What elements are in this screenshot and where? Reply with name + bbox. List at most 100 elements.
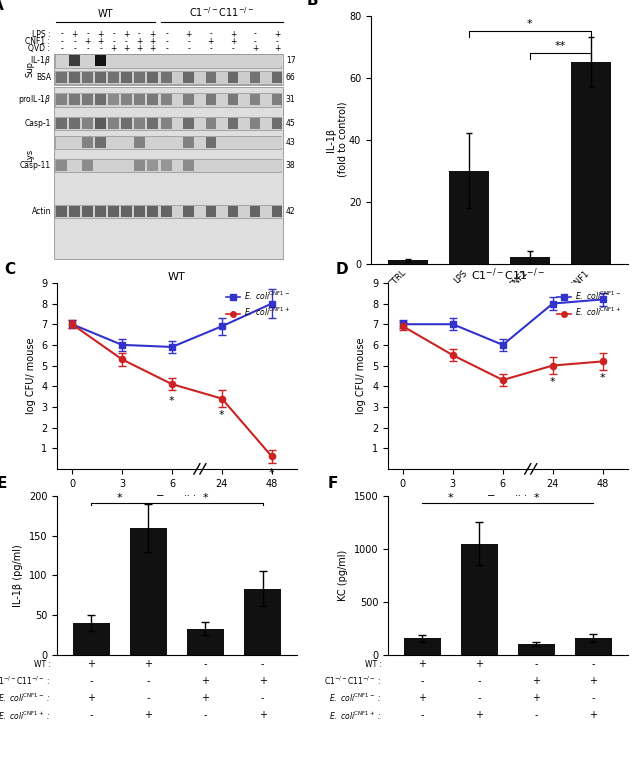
FancyBboxPatch shape (56, 72, 67, 83)
FancyBboxPatch shape (56, 160, 67, 171)
Text: -: - (165, 37, 168, 46)
Text: +: + (145, 711, 152, 720)
FancyBboxPatch shape (108, 137, 119, 148)
Text: -: - (477, 694, 481, 703)
FancyBboxPatch shape (272, 55, 283, 67)
FancyBboxPatch shape (121, 206, 132, 217)
Text: +: + (149, 44, 155, 53)
Text: B: B (307, 0, 318, 8)
FancyBboxPatch shape (82, 118, 93, 129)
Text: -: - (254, 37, 257, 46)
FancyBboxPatch shape (56, 95, 67, 105)
Text: -: - (261, 694, 264, 703)
FancyBboxPatch shape (250, 118, 261, 129)
Bar (449, 170, 489, 264)
FancyBboxPatch shape (55, 93, 281, 107)
FancyBboxPatch shape (228, 118, 238, 129)
FancyBboxPatch shape (82, 72, 93, 83)
Text: *: * (527, 19, 533, 29)
Text: -: - (60, 44, 63, 53)
Text: +: + (476, 711, 483, 720)
Text: *: * (203, 493, 209, 503)
X-axis label: Time (h): Time (h) (157, 494, 197, 505)
FancyBboxPatch shape (147, 118, 158, 129)
FancyBboxPatch shape (108, 118, 119, 129)
FancyBboxPatch shape (82, 55, 93, 67)
Text: **: ** (555, 41, 566, 51)
Text: -: - (261, 660, 264, 669)
FancyBboxPatch shape (121, 72, 132, 83)
Text: +: + (149, 29, 155, 39)
Y-axis label: IL-1β (pg/ml): IL-1β (pg/ml) (13, 544, 23, 607)
FancyBboxPatch shape (56, 55, 67, 67)
Text: +: + (259, 677, 266, 686)
Text: *: * (169, 395, 175, 405)
FancyBboxPatch shape (55, 159, 281, 172)
FancyBboxPatch shape (228, 55, 238, 67)
Text: +: + (87, 694, 95, 703)
Text: -: - (60, 29, 63, 39)
FancyBboxPatch shape (250, 206, 261, 217)
Text: QVD :: QVD : (29, 44, 50, 53)
FancyBboxPatch shape (95, 72, 106, 83)
FancyBboxPatch shape (134, 206, 145, 217)
Bar (187, 629, 224, 655)
Text: -: - (146, 694, 150, 703)
FancyBboxPatch shape (121, 137, 132, 148)
Text: +: + (123, 29, 130, 39)
FancyBboxPatch shape (228, 160, 238, 171)
Text: -: - (209, 29, 212, 39)
FancyBboxPatch shape (250, 55, 261, 67)
FancyBboxPatch shape (205, 160, 216, 171)
FancyBboxPatch shape (82, 95, 93, 105)
Text: +: + (533, 677, 540, 686)
Text: $E.\ coli^{\mathrm{CNF1-}}$ :: $E.\ coli^{\mathrm{CNF1-}}$ : (0, 692, 51, 704)
FancyBboxPatch shape (95, 95, 106, 105)
FancyBboxPatch shape (55, 54, 281, 67)
Text: D: D (335, 262, 348, 277)
FancyBboxPatch shape (250, 95, 261, 105)
Text: C: C (4, 262, 15, 277)
FancyBboxPatch shape (228, 206, 238, 217)
Text: -: - (420, 677, 424, 686)
Text: IL-1$\beta$: IL-1$\beta$ (30, 54, 51, 67)
FancyBboxPatch shape (161, 72, 172, 83)
FancyBboxPatch shape (69, 137, 80, 148)
FancyBboxPatch shape (147, 160, 158, 171)
Text: +: + (274, 44, 280, 53)
Text: +: + (230, 29, 236, 39)
Text: WT :: WT : (365, 660, 382, 669)
FancyBboxPatch shape (134, 160, 145, 171)
FancyBboxPatch shape (95, 137, 106, 148)
Text: +: + (202, 677, 209, 686)
Text: -: - (276, 37, 278, 46)
Text: -: - (99, 44, 102, 53)
Bar (73, 623, 110, 655)
Text: C1$^{-/-}$C11$^{-/-}$ :: C1$^{-/-}$C11$^{-/-}$ : (0, 675, 51, 687)
Text: 38: 38 (286, 161, 295, 170)
FancyBboxPatch shape (108, 72, 119, 83)
FancyBboxPatch shape (108, 160, 119, 171)
Text: 66: 66 (286, 73, 295, 82)
FancyBboxPatch shape (134, 137, 145, 148)
Text: BSA: BSA (36, 73, 51, 82)
Text: 17: 17 (286, 57, 295, 65)
FancyBboxPatch shape (272, 160, 283, 171)
Text: +: + (259, 711, 266, 720)
FancyBboxPatch shape (228, 72, 238, 83)
FancyBboxPatch shape (55, 71, 281, 84)
Text: WT: WT (98, 9, 113, 19)
Text: *: * (269, 468, 275, 478)
FancyBboxPatch shape (69, 95, 80, 105)
FancyBboxPatch shape (95, 55, 106, 67)
Text: -: - (60, 37, 63, 46)
FancyBboxPatch shape (161, 95, 172, 105)
FancyBboxPatch shape (134, 118, 145, 129)
FancyBboxPatch shape (56, 206, 67, 217)
Text: -: - (188, 44, 190, 53)
Text: -: - (209, 44, 212, 53)
FancyBboxPatch shape (134, 95, 145, 105)
Text: +: + (476, 660, 483, 669)
FancyBboxPatch shape (205, 95, 216, 105)
Text: -: - (204, 660, 207, 669)
